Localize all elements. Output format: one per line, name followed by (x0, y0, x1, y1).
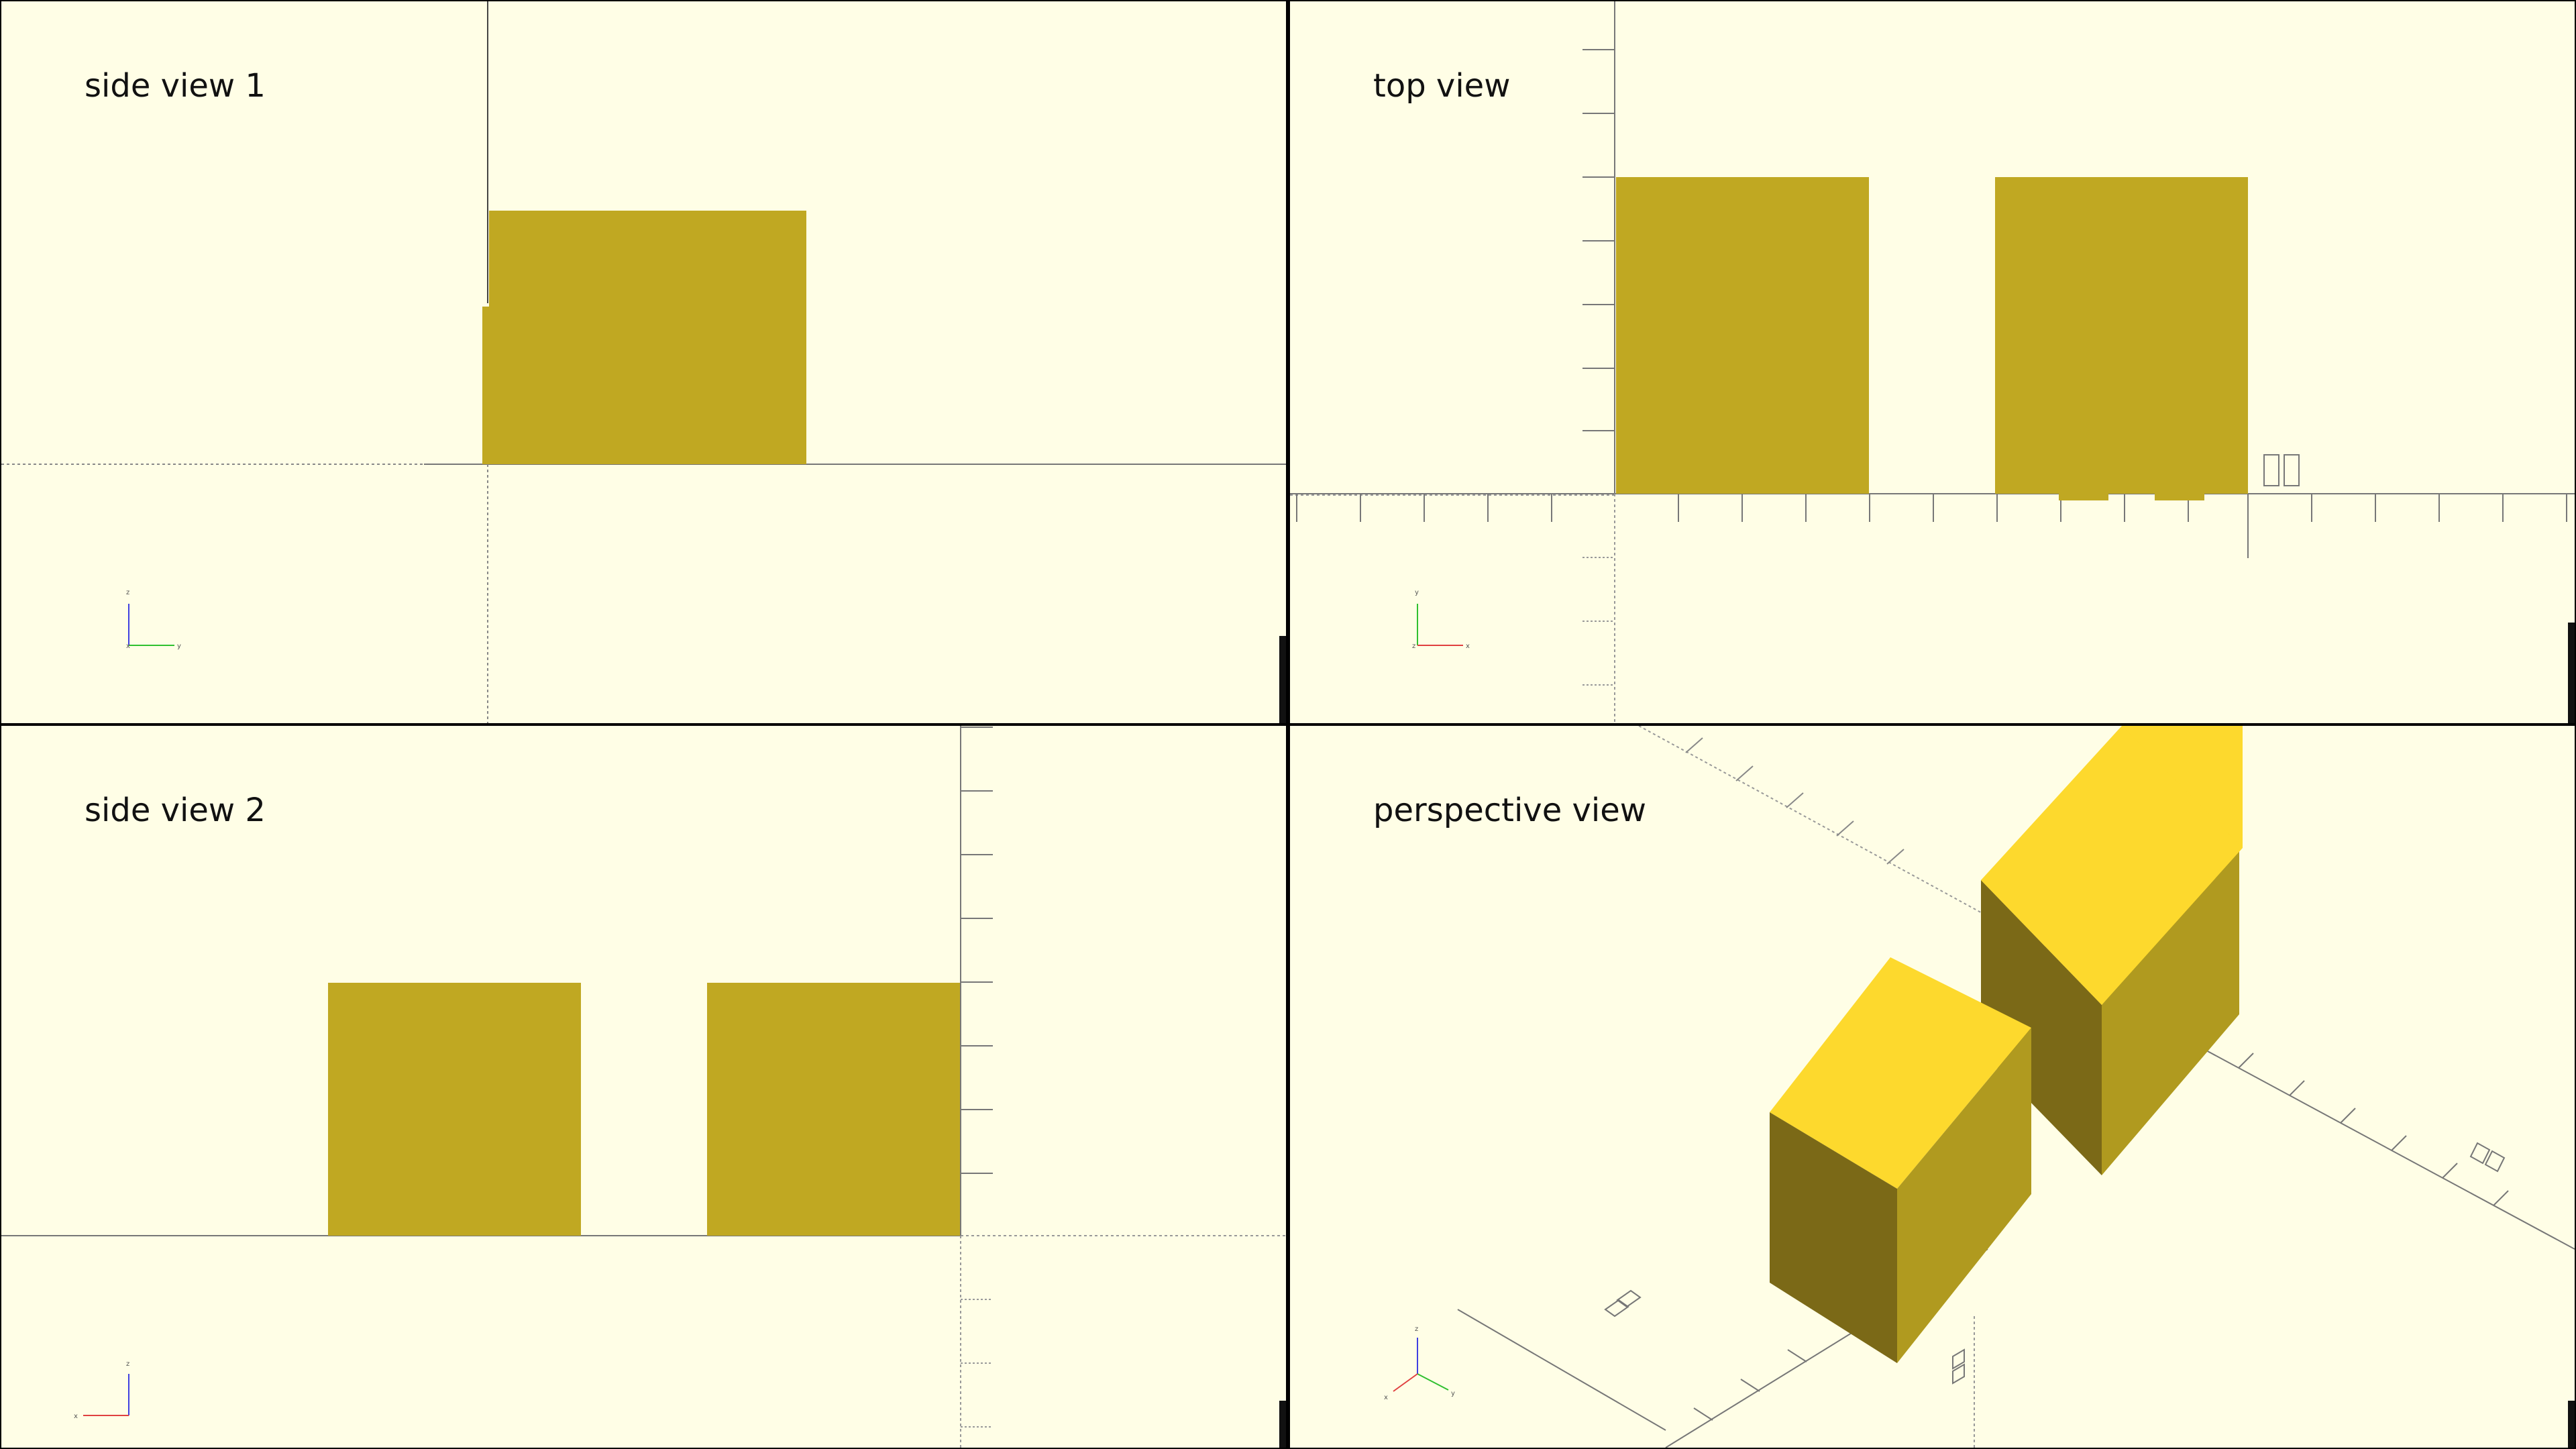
axis-x-label: x (1466, 643, 1470, 650)
viewport-side-view-1[interactable]: z y x side view 1 (1, 1, 1286, 723)
object-box-2-top (1995, 177, 2248, 494)
object-box-edge (482, 307, 490, 464)
axis-z-label: z (126, 589, 129, 596)
top-view-canvas: y x z (1290, 1, 2575, 723)
viewport-side-view-2[interactable]: z x side view 2 (1, 726, 1286, 1448)
axis-y-label: y (177, 643, 181, 650)
axis-label-glyph (2263, 454, 2279, 486)
x-axis-ticks (2238, 1053, 2509, 1206)
axis-x-label: x (1384, 1394, 1388, 1401)
object-box-back-front (1981, 880, 2102, 1175)
object-box-1-top (1616, 177, 1869, 494)
x-axis-negative-segment (1457, 1309, 1666, 1431)
axis-label-glyphs (1604, 1142, 2506, 1385)
viewport-edge-marker (1279, 1401, 1286, 1448)
object-foot-2 (2155, 494, 2204, 500)
axis-label-glyph (2284, 454, 2300, 486)
axis-indicator: z y x (126, 589, 181, 650)
object-foot-1 (2059, 494, 2108, 500)
x-axis-ticks (1296, 494, 2567, 522)
object-box-back-top-fill (1981, 726, 2243, 1005)
side-view-1-canvas: z y x (1, 1, 1286, 723)
viewport-edge-marker (2568, 623, 2575, 723)
y-axis-negative-ticks (1685, 737, 1904, 865)
z-axis-ticks (961, 727, 993, 1174)
viewport-perspective-view[interactable]: z y x perspective view (1290, 726, 2575, 1448)
x-axis-positive (2188, 1040, 2575, 1250)
side-view-2-canvas: z x (1, 726, 1286, 1448)
axis-x-label: x (74, 1413, 78, 1420)
viewport-label: side view 2 (85, 792, 266, 829)
object-box-front (489, 211, 806, 464)
viewport-top-view[interactable]: y x z top view (1290, 1, 2575, 723)
object-box-front-top (1770, 957, 2031, 1189)
object-box-front-front (1770, 1112, 1897, 1363)
axis-indicator: y x z (1412, 589, 1470, 650)
viewport-edge-marker (2568, 1401, 2575, 1448)
viewport-label: side view 1 (85, 67, 266, 105)
z-axis-ticks-negative (961, 1299, 993, 1428)
axis-z-label: z (1415, 1326, 1418, 1333)
object-box-front-side (1897, 1028, 2031, 1363)
axis-z-label: z (126, 1360, 129, 1368)
object-box-1-side (328, 983, 581, 1236)
axis-indicator: z x (74, 1360, 129, 1420)
axis-x-label: x (126, 643, 130, 650)
perspective-view-canvas: z y x (1384, 726, 2575, 1448)
viewport-edge-marker (1279, 636, 1286, 723)
viewport-label: top view (1373, 67, 1511, 105)
object-box-2-side (707, 983, 960, 1236)
y-axis-ticks-negative (1582, 557, 1615, 686)
viewport-label: perspective view (1373, 792, 1647, 829)
axis-indicator: z y x (1384, 1326, 1455, 1401)
axis-y-label: y (1415, 589, 1419, 596)
y-axis-ticks (1582, 49, 1615, 431)
object-box-back-side (2102, 847, 2239, 1175)
axis-y-label: y (1451, 1390, 1455, 1397)
axis-z-label: z (1412, 643, 1415, 650)
